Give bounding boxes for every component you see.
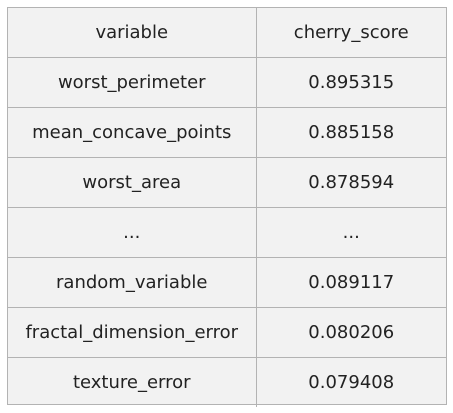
- header-cherry-score: cherry_score: [255, 8, 446, 58]
- table-row: random_variable 0.089117: [8, 257, 446, 308]
- variable-cell: worst_area: [8, 157, 257, 208]
- header-variable: variable: [8, 8, 257, 58]
- score-cell: 0.080206: [255, 307, 446, 358]
- variable-cell: worst_perimeter: [8, 57, 257, 108]
- table-row: mean_concave_points 0.885158: [8, 107, 446, 158]
- table-row-ellipsis: ... ...: [8, 207, 446, 258]
- results-table: variable cherry_score worst_perimeter 0.…: [7, 7, 447, 407]
- score-cell: 0.089117: [255, 257, 446, 308]
- variable-cell: random_variable: [8, 257, 257, 308]
- score-cell: 0.895315: [255, 57, 446, 108]
- table-row: fractal_dimension_error 0.080206: [8, 307, 446, 358]
- score-cell: 0.885158: [255, 107, 446, 158]
- variable-cell: ...: [8, 207, 257, 258]
- table-row: worst_perimeter 0.895315: [8, 57, 446, 108]
- table-header-row: variable cherry_score: [8, 8, 446, 58]
- score-cell: 0.878594: [255, 157, 446, 208]
- cherry-score-table: variable cherry_score worst_perimeter 0.…: [8, 8, 446, 407]
- table-row: worst_area 0.878594: [8, 157, 446, 208]
- score-cell: ...: [255, 207, 446, 258]
- score-cell: 0.079408: [255, 357, 446, 407]
- variable-cell: fractal_dimension_error: [8, 307, 257, 358]
- variable-cell: mean_concave_points: [8, 107, 257, 158]
- variable-cell: texture_error: [8, 357, 257, 407]
- table-row: texture_error 0.079408: [8, 357, 446, 407]
